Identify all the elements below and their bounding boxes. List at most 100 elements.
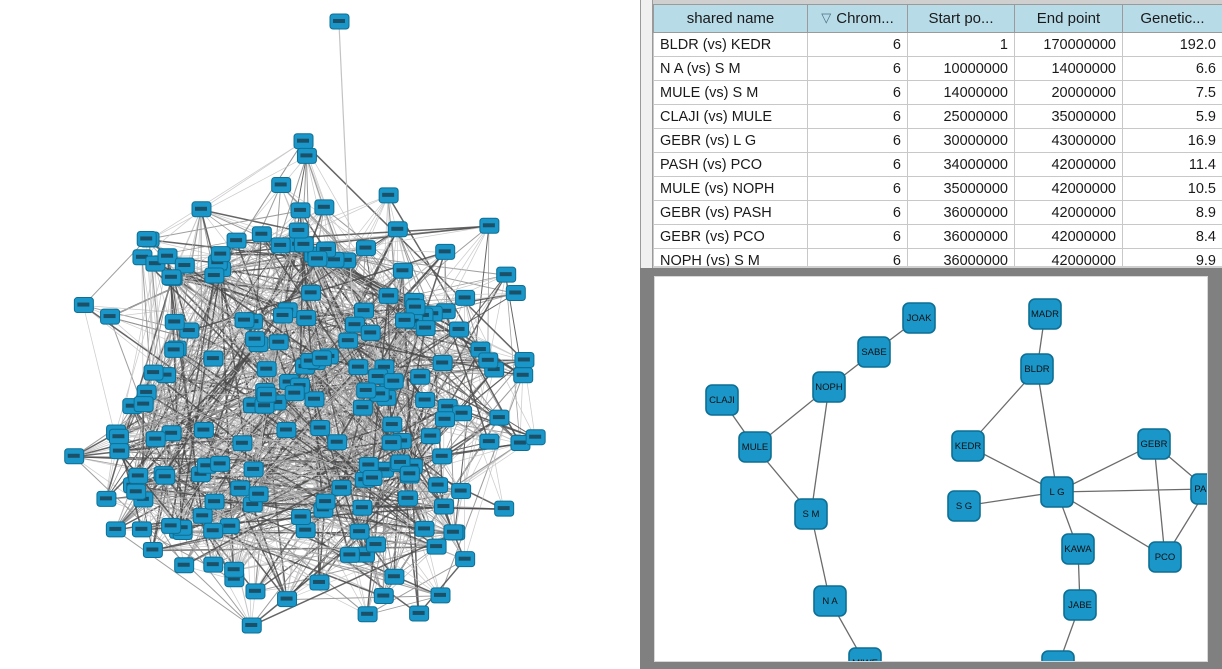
network-node[interactable] [164, 341, 185, 358]
network-node[interactable] [315, 493, 336, 510]
cell-chromosome[interactable]: 6 [807, 152, 908, 177]
cell-shared-name[interactable]: GEBR (vs) L G [653, 128, 808, 153]
cell-end-point[interactable]: 170000000 [1014, 32, 1123, 57]
node-LG[interactable]: L G [1040, 476, 1074, 508]
node-MADR[interactable]: MADR [1028, 298, 1062, 330]
network-node[interactable] [293, 133, 314, 150]
cell-start-point[interactable]: 25000000 [907, 104, 1015, 129]
network-node[interactable] [109, 443, 130, 460]
network-node[interactable] [284, 385, 305, 402]
table-vertical-scrollbar[interactable] [640, 0, 653, 268]
cell-shared-name[interactable]: GEBR (vs) PASH [653, 200, 808, 225]
network-node[interactable] [128, 467, 149, 484]
cell-start-point[interactable]: 36000000 [907, 200, 1015, 225]
network-node[interactable] [357, 606, 378, 623]
network-node[interactable] [234, 312, 255, 329]
network-node[interactable] [338, 332, 359, 349]
network-node[interactable] [410, 368, 431, 385]
node-MIWE[interactable]: MIWE [848, 647, 882, 661]
table-row[interactable]: GEBR (vs) PCO 6 36000000 42000000 8.4 [653, 224, 1222, 249]
network-node[interactable] [245, 583, 266, 600]
table-row[interactable]: PASH (vs) PCO 6 34000000 42000000 11.4 [653, 152, 1222, 177]
network-node[interactable] [382, 416, 403, 433]
network-node[interactable] [191, 201, 212, 218]
table-scroll-area[interactable]: shared name ▽ Chrom... Start po... End point… [653, 4, 1222, 266]
network-node[interactable] [64, 448, 85, 465]
cell-chromosome[interactable]: 6 [807, 56, 908, 81]
subnetwork-canvas[interactable]: JOAK MADR SABE BLDR NOPH CLAJI GEBR KEDR MULE L G… [655, 277, 1207, 661]
cell-chromosome[interactable]: 6 [807, 32, 908, 57]
cell-shared-name[interactable]: CLAJI (vs) MULE [653, 104, 808, 129]
network-node[interactable] [405, 299, 426, 316]
network-node[interactable] [329, 13, 350, 30]
network-node[interactable] [161, 269, 182, 286]
network-nodes[interactable] [64, 13, 546, 634]
network-node[interactable] [409, 605, 430, 622]
network-node[interactable] [420, 428, 441, 445]
cell-start-point[interactable]: 14000000 [907, 80, 1015, 105]
cell-genetic[interactable]: 8.9 [1122, 200, 1222, 225]
network-node[interactable] [415, 392, 436, 409]
network-node[interactable] [433, 498, 454, 515]
cell-genetic[interactable]: 192.0 [1122, 32, 1222, 57]
network-node[interactable] [327, 434, 348, 451]
cell-chromosome[interactable]: 6 [807, 80, 908, 105]
network-node[interactable] [131, 521, 152, 538]
network-node[interactable] [277, 591, 298, 608]
network-node[interactable] [505, 284, 526, 301]
cell-chromosome[interactable]: 6 [807, 104, 908, 129]
node-SABE[interactable]: SABE [857, 336, 891, 368]
network-node[interactable] [360, 324, 381, 341]
network-node[interactable] [311, 350, 332, 367]
network-node[interactable] [204, 493, 225, 510]
network-node[interactable] [513, 367, 534, 384]
network-node[interactable] [309, 574, 330, 591]
network-node[interactable] [126, 483, 147, 500]
network-node[interactable] [204, 267, 225, 284]
cell-genetic[interactable]: 5.9 [1122, 104, 1222, 129]
network-node[interactable] [514, 351, 535, 368]
network-node[interactable] [304, 391, 325, 408]
node-MULE[interactable]: MULE [738, 431, 772, 463]
network-node[interactable] [331, 479, 352, 496]
network-node[interactable] [435, 243, 456, 260]
network-node[interactable] [210, 246, 231, 263]
network-node[interactable] [496, 266, 517, 283]
network-node[interactable] [392, 262, 413, 279]
network-node[interactable] [451, 483, 472, 500]
network-node[interactable] [157, 248, 178, 265]
network-node[interactable] [192, 507, 213, 524]
node-KEDR[interactable]: KEDR [951, 430, 985, 462]
node-GEBR[interactable]: GEBR [1137, 428, 1171, 460]
cell-genetic[interactable]: 7.5 [1122, 80, 1222, 105]
table-row[interactable]: GEBR (vs) PASH 6 36000000 42000000 8.9 [653, 200, 1222, 225]
network-node[interactable] [73, 297, 94, 314]
node-CLAJI[interactable]: CLAJI [705, 384, 739, 416]
node-JABE[interactable]: JABE [1063, 589, 1097, 621]
cell-start-point[interactable]: 36000000 [907, 248, 1015, 266]
network-node[interactable] [352, 399, 373, 416]
network-node[interactable] [226, 232, 247, 249]
network-node[interactable] [256, 361, 277, 378]
network-node[interactable] [381, 434, 402, 451]
cell-start-point[interactable]: 35000000 [907, 176, 1015, 201]
column-header-end-point[interactable]: End point [1014, 4, 1123, 33]
cell-shared-name[interactable]: MULE (vs) S M [653, 80, 808, 105]
network-node[interactable] [349, 523, 370, 540]
network-node[interactable] [301, 284, 322, 301]
cell-genetic[interactable]: 16.9 [1122, 128, 1222, 153]
cell-genetic[interactable]: 10.5 [1122, 176, 1222, 201]
network-node[interactable] [362, 470, 383, 487]
network-node[interactable] [203, 350, 224, 367]
network-node[interactable] [310, 419, 331, 436]
edge-GEBR-PCO[interactable] [1153, 443, 1166, 558]
network-node[interactable] [432, 354, 453, 371]
network-node[interactable] [288, 222, 309, 239]
column-header-shared-name[interactable]: shared name [653, 4, 808, 33]
network-node[interactable] [430, 587, 451, 604]
node-PCO[interactable]: PCO [1148, 541, 1182, 573]
network-node[interactable] [161, 425, 182, 442]
network-node[interactable] [296, 309, 317, 326]
network-node[interactable] [373, 588, 394, 605]
cell-end-point[interactable]: 43000000 [1014, 128, 1123, 153]
